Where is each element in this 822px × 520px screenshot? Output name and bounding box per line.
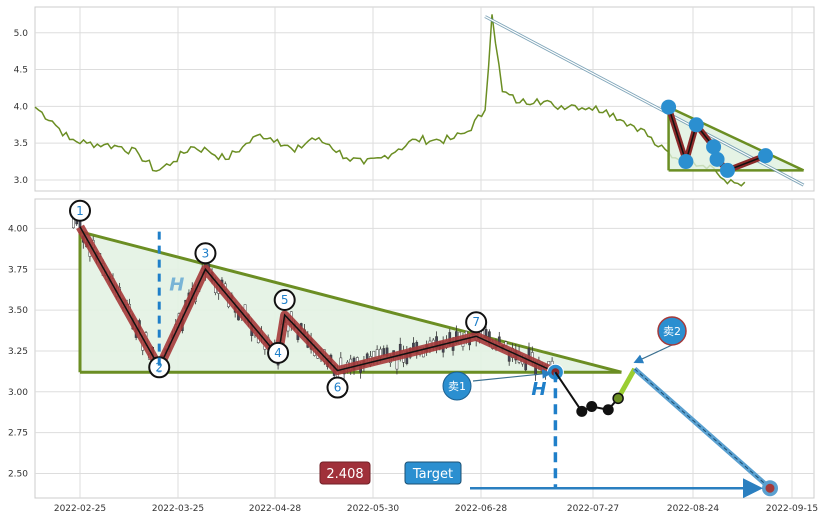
pivot-label: 6 [334, 381, 342, 395]
overview-y-tick-label: 4.0 [14, 102, 29, 112]
overview-y-tick-label: 3.0 [14, 176, 29, 186]
pivot-label: 7 [472, 315, 480, 329]
overview-triangle-upper [668, 105, 805, 172]
height-label-right: H [531, 379, 546, 400]
sell2-bubble [657, 316, 687, 346]
pivot-circle [273, 289, 296, 312]
overview-pattern-overlay [484, 15, 805, 187]
pivot-circle [69, 199, 91, 222]
overview-price-line [34, 14, 746, 187]
overview-pivot-marker [706, 139, 722, 155]
triangle-fill [80, 231, 622, 373]
sell1-bubble [442, 371, 472, 401]
pivot-label: 1 [76, 204, 84, 218]
detail-x-tick-label: 2022-06-28 [455, 504, 508, 514]
detail-y-tick-label: 3.50 [8, 306, 28, 316]
target-box [404, 461, 462, 485]
overview-pivot-marker [719, 162, 735, 178]
detail-y-tick-label: 3.25 [8, 347, 28, 357]
pivot-circle [326, 376, 349, 399]
sell2-label: 卖2 [663, 325, 681, 338]
post-breakout-dot [576, 405, 588, 417]
overview-pivot-marker [758, 148, 774, 164]
candle-body [382, 348, 386, 356]
detail-x-tick-label: 2022-05-30 [347, 504, 400, 514]
target-path-inner [634, 368, 771, 489]
overview-arrow-inner [484, 16, 804, 186]
pivot-label: 2 [155, 360, 163, 374]
zigzag-inner [79, 226, 556, 373]
triangle-upper-line [79, 230, 622, 374]
pivot-circle [465, 311, 488, 334]
target-point-inner [765, 483, 775, 493]
detail-x-tick-label: 2022-09-15 [766, 504, 818, 514]
pivot-circle [194, 242, 217, 265]
detail-x-tick-label: 2022-03-25 [152, 504, 204, 514]
detail-y-axis: 2.50 2.75 3.00 3.25 3.50 3.75 4.00 [8, 224, 28, 479]
pivot-label: 4 [274, 346, 282, 360]
candle-body [365, 353, 369, 359]
overview-y-axis: 3.0 3.5 4.0 4.5 5.0 [14, 29, 29, 186]
sell2-pointer [633, 344, 673, 364]
rebound-dot [612, 392, 624, 405]
detail-x-tick-label: 2022-04-28 [249, 504, 302, 514]
pivot-label: 5 [281, 293, 289, 307]
detail-x-tick-label: 2022-02-25 [54, 504, 106, 514]
height-label-left: H [169, 274, 184, 295]
detail-x-tick-label: 2022-07-27 [567, 504, 619, 514]
detail-y-tick-label: 3.75 [8, 265, 28, 275]
overview-pivot-marker [678, 154, 694, 170]
detail-x-tick-label: 2022-08-24 [667, 504, 720, 514]
detail-y-tick-label: 2.50 [8, 469, 28, 479]
detail-y-tick-label: 3.00 [8, 388, 28, 398]
target-value-label: 2.408 [326, 467, 363, 482]
detail-y-tick-label: 4.00 [8, 224, 28, 234]
overview-y-tick-label: 4.5 [14, 66, 28, 76]
overview-pivot-marker [709, 151, 725, 167]
pivot-circle [267, 341, 290, 364]
overview-panel: 3.0 3.5 4.0 4.5 5.0 [14, 6, 815, 192]
candle-body [72, 218, 75, 229]
post-breakout-dot [586, 401, 598, 413]
overview-pivot-marker [688, 117, 704, 133]
post-breakout-dot [602, 404, 614, 416]
sell1-label: 卖1 [448, 380, 466, 393]
detail-x-axis: 2022-02-25 2022-03-25 2022-04-28 2022-05-30… [54, 504, 818, 514]
sell1-pointer [472, 369, 552, 382]
zigzag-overlay: 1 2 3 4 5 6 7 [69, 199, 558, 399]
pivot-label: 3 [202, 246, 210, 260]
target-value-box [319, 461, 371, 485]
detail-y-tick-label: 2.75 [8, 429, 28, 439]
overview-y-tick-label: 5.0 [14, 29, 29, 39]
target-label: Target [412, 467, 453, 482]
trade-annotations: H H 卖1 卖2 Target 2.408 [157, 231, 778, 499]
detail-panel: 2.502.753.003.253.503.754.00 2022-02-25 2… [8, 198, 818, 514]
overview-y-tick-label: 3.5 [14, 139, 28, 149]
overview-pivot-marker [661, 99, 677, 115]
pivot-circle [148, 356, 171, 379]
